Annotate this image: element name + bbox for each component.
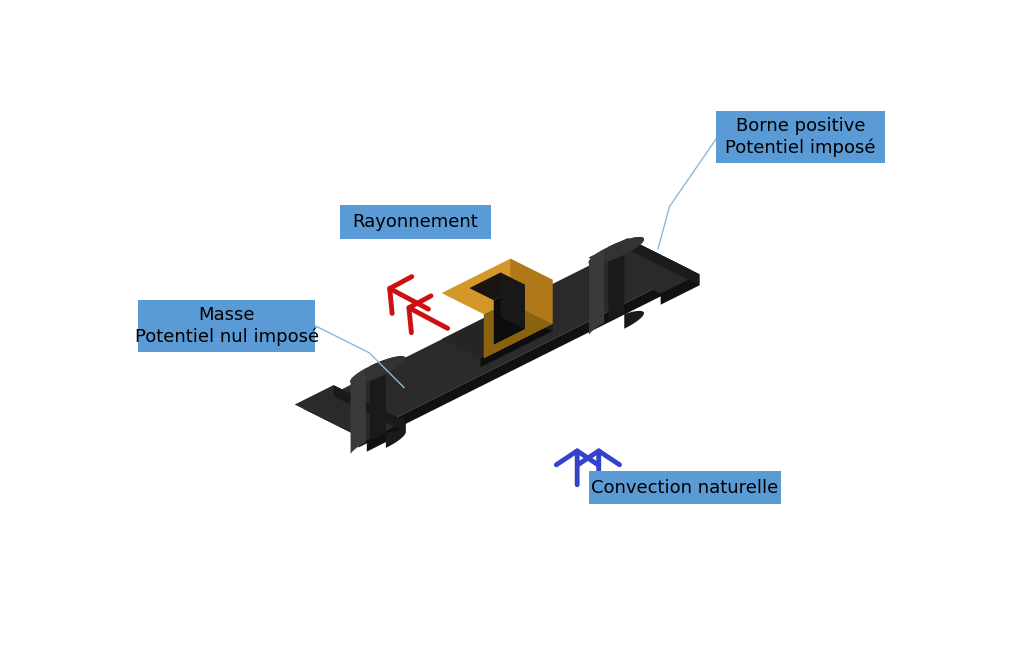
Polygon shape (589, 238, 699, 294)
Polygon shape (295, 385, 406, 441)
Polygon shape (358, 270, 691, 448)
Text: Borne positive
Potentiel imposé: Borne positive Potentiel imposé (725, 117, 876, 157)
Polygon shape (660, 274, 699, 305)
Polygon shape (350, 368, 366, 454)
Polygon shape (469, 273, 524, 301)
Polygon shape (501, 273, 524, 329)
Polygon shape (589, 237, 644, 265)
FancyBboxPatch shape (340, 205, 490, 239)
Polygon shape (589, 249, 604, 335)
Polygon shape (628, 238, 699, 285)
Polygon shape (441, 259, 553, 314)
Polygon shape (636, 242, 691, 281)
Polygon shape (483, 280, 553, 359)
FancyBboxPatch shape (138, 300, 315, 352)
Text: Masse
Potentiel nul imposé: Masse Potentiel nul imposé (135, 306, 318, 346)
Polygon shape (608, 237, 644, 329)
Polygon shape (510, 259, 553, 324)
Polygon shape (480, 322, 553, 367)
Polygon shape (514, 303, 553, 331)
FancyBboxPatch shape (589, 471, 781, 504)
Text: Convection naturelle: Convection naturelle (591, 479, 778, 496)
Text: Rayonnement: Rayonnement (352, 213, 478, 231)
Polygon shape (367, 421, 406, 451)
Polygon shape (441, 303, 553, 359)
FancyBboxPatch shape (716, 111, 885, 164)
Polygon shape (334, 385, 406, 432)
Polygon shape (303, 242, 691, 436)
Polygon shape (370, 356, 406, 448)
Polygon shape (494, 285, 524, 345)
Polygon shape (350, 356, 406, 384)
